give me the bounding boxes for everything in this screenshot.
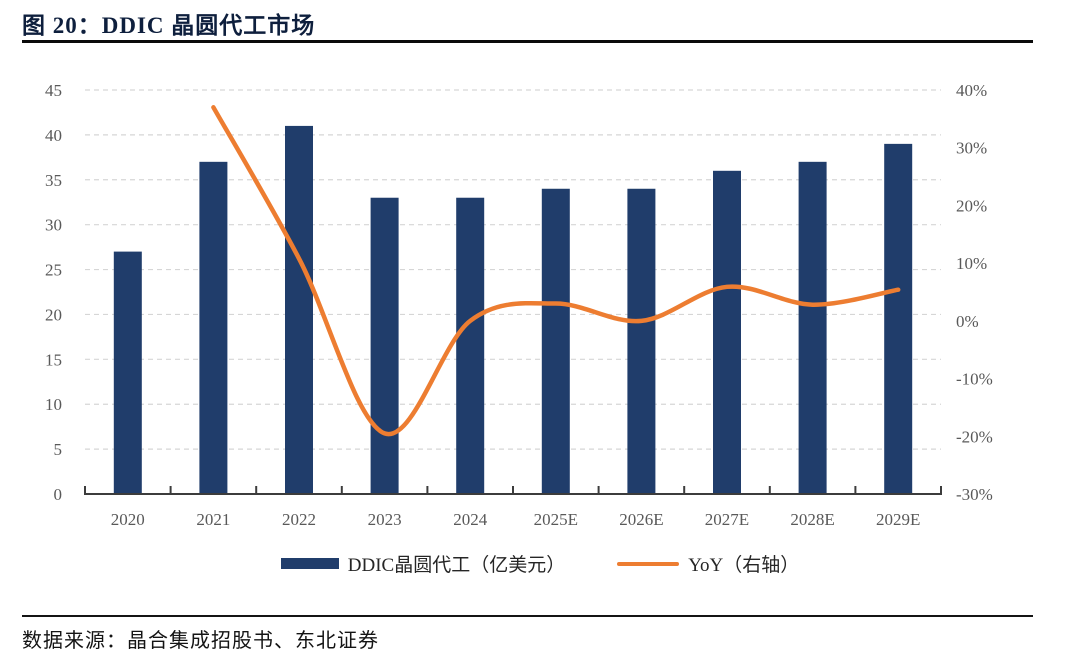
- legend-item-bar-series: DDIC晶圆代工（亿美元）: [280, 550, 566, 577]
- x-axis-label-2026E: 2026E: [619, 510, 663, 529]
- left-axis-tick-25: 25: [45, 261, 62, 280]
- legend-item-line-series: YoY（右轴）: [617, 550, 799, 577]
- right-axis-tick--10: -10%: [956, 370, 993, 389]
- x-axis-label-2025E: 2025E: [534, 510, 578, 529]
- left-axis-tick-15: 15: [45, 350, 62, 369]
- bar-series-swatch: [280, 558, 339, 569]
- bar-2028E: [798, 161, 827, 494]
- right-axis-tick--20: -20%: [956, 427, 993, 446]
- bar-2027E: [713, 170, 741, 494]
- yoy-line: [211, 105, 901, 437]
- x-axis-label-2029E: 2029E: [876, 510, 920, 529]
- bar-2020: [113, 251, 142, 493]
- line-series-label: YoY（右轴）: [688, 555, 800, 576]
- bar-2023: [370, 197, 399, 493]
- right-axis-tick-40: 40%: [956, 81, 987, 100]
- right-axis-tick-0: 0%: [956, 312, 979, 331]
- bar-2021: [199, 161, 228, 494]
- bar-2026E: [627, 188, 656, 493]
- right-axis-tick--30: -30%: [956, 485, 993, 504]
- footer-divider: [22, 615, 1033, 617]
- line-series-swatch: [617, 561, 680, 566]
- left-axis-tick-10: 10: [45, 395, 62, 414]
- x-axis-label-2022: 2022: [282, 510, 316, 529]
- x-axis-label-2028E: 2028E: [790, 510, 834, 529]
- x-axis-label-2023: 2023: [368, 510, 402, 529]
- bar-2025E: [541, 188, 570, 493]
- left-axis-tick-30: 30: [45, 216, 62, 235]
- bar-series-label: DDIC晶圆代工（亿美元）: [347, 555, 566, 576]
- right-axis-tick-20: 20%: [956, 196, 987, 215]
- left-axis-tick-20: 20: [45, 305, 62, 324]
- ddic-foundry-chart: 0 5 10 15 20 25 30 35 40 45 40% 30% 20% 10% 0% -10% -20%…: [45, 81, 993, 529]
- right-axis-tick-10: 10%: [956, 254, 987, 273]
- x-axis-label-2021: 2021: [196, 510, 230, 529]
- chart-legend: DDIC晶圆代工（亿美元） YoY（右轴）: [0, 550, 1080, 577]
- x-axis-label-2024: 2024: [453, 510, 488, 529]
- left-axis-tick-0: 0: [54, 485, 63, 504]
- bar-2022: [285, 125, 313, 494]
- left-axis-tick-5: 5: [54, 440, 63, 459]
- bar-2029E: [884, 143, 913, 493]
- x-axis-label-2027E: 2027E: [705, 510, 749, 529]
- bar-2024: [456, 197, 485, 493]
- left-axis-tick-35: 35: [45, 171, 62, 190]
- data-source-note: 数据来源：晶合集成招股书、东北证券: [22, 630, 379, 652]
- left-axis-tick-45: 45: [45, 81, 62, 100]
- figure-title: 图 20：DDIC 晶圆代工市场: [22, 13, 316, 38]
- title-divider: [22, 40, 1033, 43]
- x-axis-label-2020: 2020: [111, 510, 145, 529]
- right-axis-tick-30: 30%: [956, 139, 987, 158]
- left-axis-tick-40: 40: [45, 126, 62, 145]
